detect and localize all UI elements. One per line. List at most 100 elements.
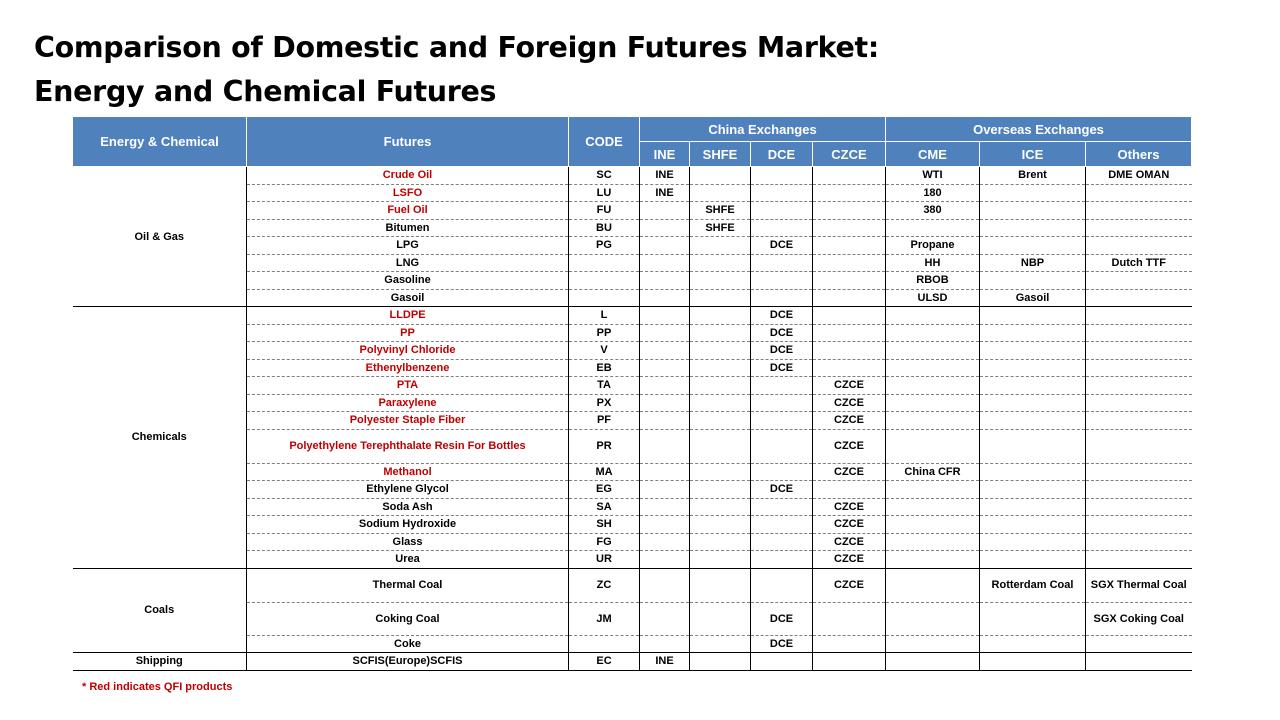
code-cell [568,254,640,272]
cme-cell [885,324,980,342]
ine-cell [639,429,690,464]
czce-cell: CZCE [812,533,886,551]
czce-cell [812,480,886,499]
others-cell [1085,184,1192,202]
dce-cell [750,498,813,516]
header-shfe: SHFE [689,141,751,167]
futures-name-cell: Soda Ash [246,498,569,516]
code-cell [568,271,640,290]
futures-name-cell: SCFIS(Europe)SCFIS [246,652,569,671]
cme-cell [885,533,980,551]
table-row: Coking Coal JM DCE SGX Coking Coal [73,602,1192,636]
cme-cell: ULSD [885,289,980,307]
table-row: Coke DCE [73,635,1192,653]
code-cell: JM [568,602,640,636]
shfe-cell [689,533,751,551]
ice-cell: Rotterdam Coal [979,568,1086,603]
cme-cell [885,394,980,412]
futures-name-cell: Urea [246,550,569,569]
cme-cell [885,480,980,499]
cme-cell [885,341,980,360]
code-cell: TA [568,376,640,395]
others-cell [1085,376,1192,395]
ine-cell [639,324,690,342]
ine-cell [639,463,690,481]
czce-cell: CZCE [812,568,886,603]
futures-name-cell: Crude Oil [246,166,569,185]
cme-cell [885,568,980,603]
czce-cell [812,236,886,255]
others-cell [1085,635,1192,653]
shfe-cell: SHFE [689,201,751,220]
dce-cell [750,219,813,237]
header-others: Others [1085,141,1192,167]
others-cell [1085,219,1192,237]
futures-name-cell: Ethylene Glycol [246,480,569,499]
czce-cell [812,219,886,237]
others-cell [1085,394,1192,412]
code-cell: EG [568,480,640,499]
ice-cell [979,306,1086,325]
czce-cell [812,324,886,342]
cme-cell [885,359,980,377]
ine-cell [639,236,690,255]
others-cell [1085,359,1192,377]
cme-cell: WTI [885,166,980,185]
ice-cell [979,652,1086,671]
header-futures: Futures [246,116,569,167]
futures-name-cell: Polyethylene Terephthalate Resin For Bot… [246,429,569,464]
others-cell [1085,324,1192,342]
ice-cell [979,463,1086,481]
header-category: Energy & Chemical [72,116,247,167]
futures-name-cell: Coke [246,635,569,653]
others-cell: SGX Coking Coal [1085,602,1192,636]
code-cell: MA [568,463,640,481]
cme-cell [885,602,980,636]
ine-cell: INE [639,652,690,671]
shfe-cell [689,498,751,516]
futures-name-cell: Methanol [246,463,569,481]
shfe-cell [689,411,751,430]
table-row: LNG HH NBP Dutch TTF [73,254,1192,272]
code-cell: SC [568,166,640,185]
ice-cell [979,341,1086,360]
table-row: Sodium Hydroxide SH CZCE [73,515,1192,534]
table-row: Gasoline RBOB [73,271,1192,290]
dce-cell [750,394,813,412]
others-cell: DME OMAN [1085,166,1192,185]
futures-name-cell: Ethenylbenzene [246,359,569,377]
futures-name-cell: Glass [246,533,569,551]
cme-cell [885,550,980,569]
ice-cell [979,201,1086,220]
dce-cell [750,550,813,569]
ice-cell [979,359,1086,377]
others-cell [1085,533,1192,551]
futures-comparison-table: Energy & Chemical Futures CODE China Exc… [72,116,1192,671]
shfe-cell [689,376,751,395]
others-cell [1085,463,1192,481]
ine-cell [639,515,690,534]
ice-cell [979,429,1086,464]
code-cell: SH [568,515,640,534]
futures-name-cell: PTA [246,376,569,395]
ine-cell [639,359,690,377]
futures-name-cell: Gasoline [246,271,569,290]
table-row: Polyethylene Terephthalate Resin For Bot… [73,429,1192,464]
code-cell: PP [568,324,640,342]
others-cell [1085,289,1192,307]
table-row: Ethenylbenzene EB DCE [73,359,1192,377]
czce-cell: CZCE [812,411,886,430]
ine-cell [639,602,690,636]
ine-cell [639,480,690,499]
czce-cell [812,652,886,671]
shfe-cell [689,515,751,534]
futures-name-cell: PP [246,324,569,342]
dce-cell [750,254,813,272]
shfe-cell [689,359,751,377]
futures-name-cell: Polyester Staple Fiber [246,411,569,430]
ice-cell: Gasoil [979,289,1086,307]
futures-name-cell: LSFO [246,184,569,202]
ice-cell [979,602,1086,636]
table-header: Energy & Chemical Futures CODE China Exc… [72,116,1192,167]
cme-cell [885,411,980,430]
